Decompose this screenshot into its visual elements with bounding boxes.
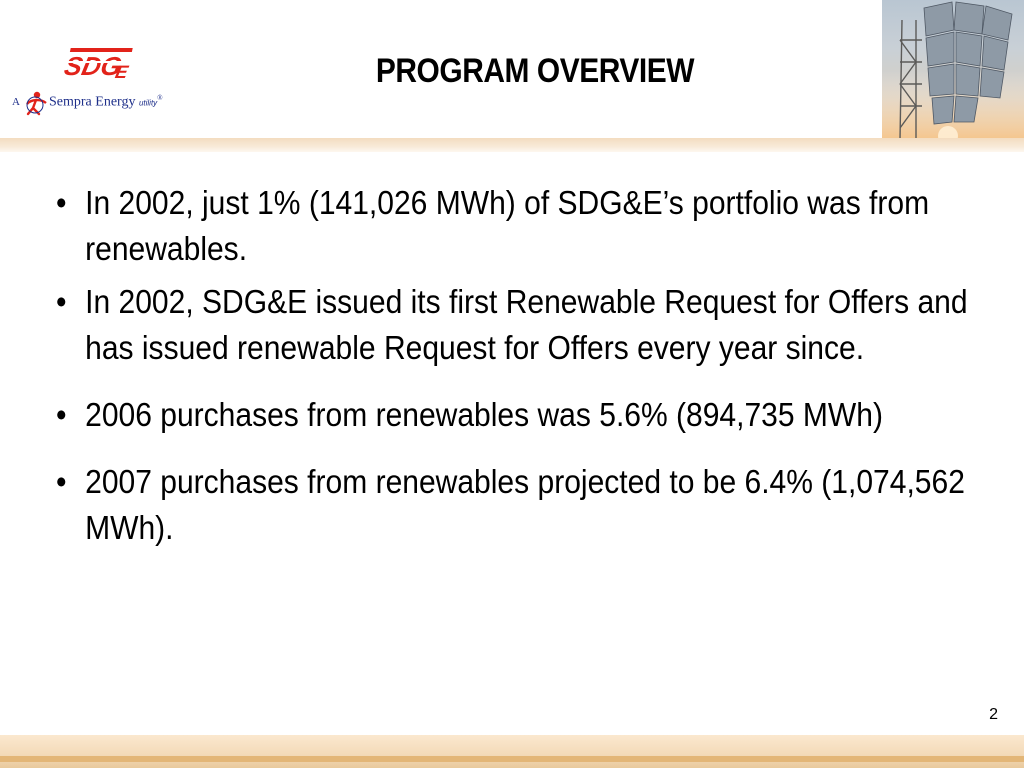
solar-tower-illustration-icon [882, 1, 1024, 140]
svg-text:E: E [114, 62, 131, 82]
bullet-item: 2007 purchases from renewables projected… [56, 459, 968, 551]
sempra-name: Sempra Energy [49, 94, 136, 110]
slide-title: PROGRAM OVERVIEW [375, 52, 695, 90]
svg-text:SDG: SDG [62, 51, 125, 81]
header-divider-band [0, 138, 1024, 152]
tagline-company: Sempra Energy utility® [49, 94, 163, 111]
bullet-item: In 2002, SDG&E issued its first Renewabl… [56, 279, 968, 371]
page-number: 2 [989, 706, 998, 723]
sdge-logo: SDG E A Sempra Energy utility® [10, 38, 180, 123]
bullet-list: In 2002, just 1% (141,026 MWh) of SDG&E’… [56, 180, 968, 551]
sempra-figure-icon [26, 91, 47, 116]
utility-text: utility [138, 98, 158, 108]
footer-band-line [0, 756, 1024, 762]
sdge-wordmark-icon: SDG E [62, 48, 133, 82]
solar-tower-photo [882, 0, 1024, 140]
registered-mark: ® [157, 94, 163, 102]
sempra-tagline: A Sempra Energy utility® [10, 90, 180, 120]
bullet-item: 2006 purchases from renewables was 5.6% … [56, 392, 968, 438]
bullet-item: In 2002, just 1% (141,026 MWh) of SDG&E’… [56, 180, 968, 272]
footer-band [0, 735, 1024, 768]
slide-header: SDG E A Sempra Energy utility® PROGRAM O… [0, 0, 1024, 140]
tagline-prefix: A [12, 96, 20, 108]
